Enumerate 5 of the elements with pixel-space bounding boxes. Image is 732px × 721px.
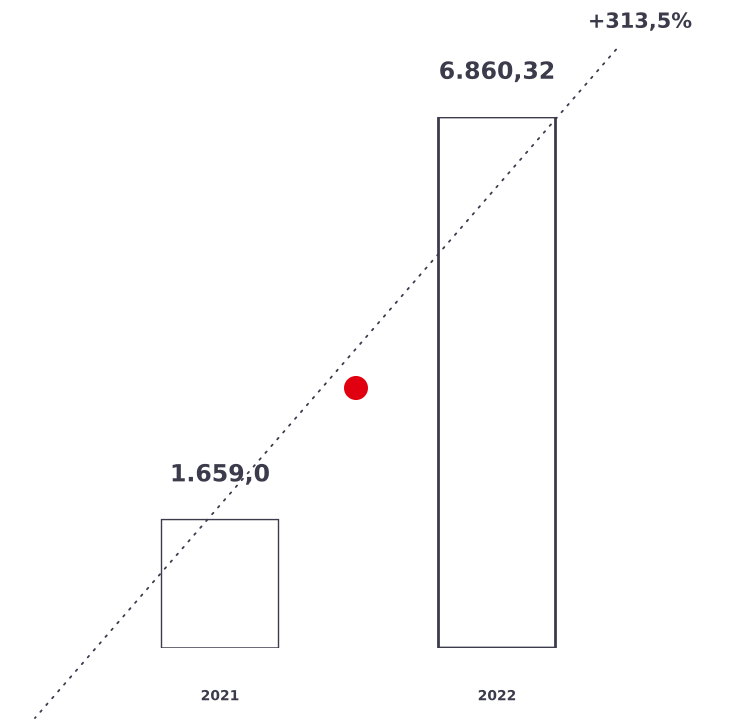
x-tick-label: 2022 <box>478 690 516 700</box>
x-tick-label: 2021 <box>202 690 238 700</box>
data-label: 6.860,32 <box>440 61 554 82</box>
data-label: 1.659,0 <box>172 464 269 485</box>
text: +313,5% <box>590 12 692 31</box>
